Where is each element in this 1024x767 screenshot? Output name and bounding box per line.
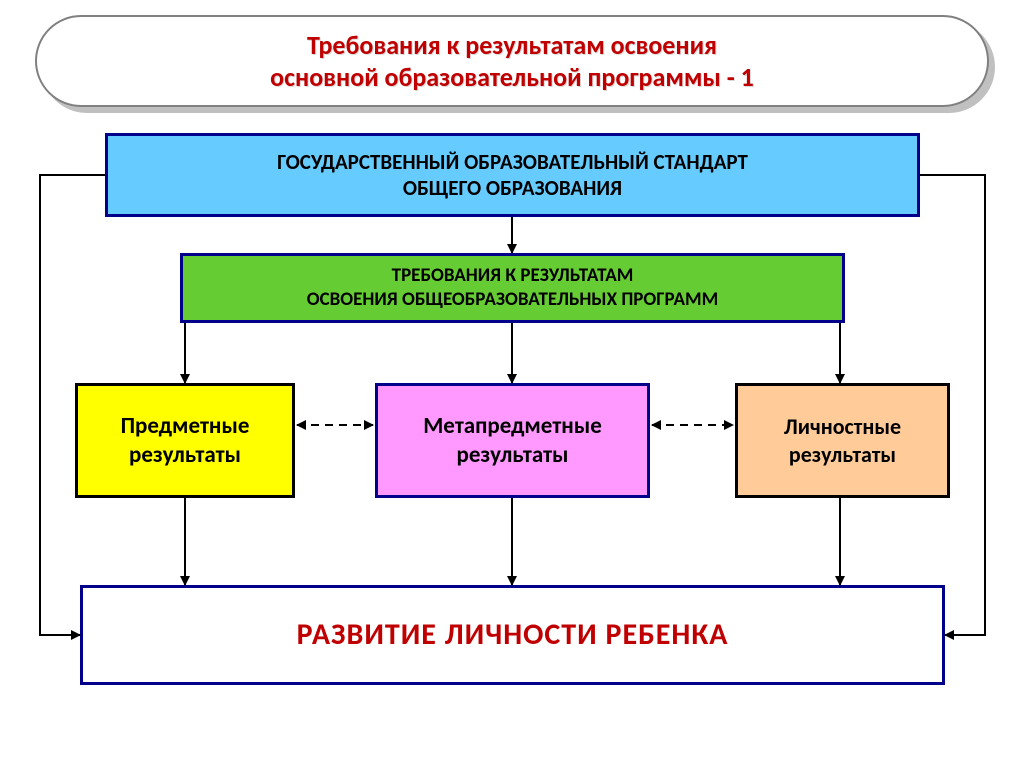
title-line2: основной образовательной программы - 1 <box>270 61 754 93</box>
node-subject-results: Предметные результаты <box>75 383 295 498</box>
node-req-line1: ТРЕБОВАНИЯ К РЕЗУЛЬТАТАМ <box>392 264 634 287</box>
node-lich-text: Личностные результаты <box>784 413 901 468</box>
node-req-text: ТРЕБОВАНИЯ К РЕЗУЛЬТАТАМ ОСВОЕНИЯ ОБЩЕОБ… <box>307 264 719 312</box>
node-lich-line2: результаты <box>789 441 896 468</box>
node-gos-standard: ГОСУДАРСТВЕННЫЙ ОБРАЗОВАТЕЛЬНЫЙ СТАНДАРТ… <box>105 133 920 217</box>
node-lich-line1: Личностные <box>784 413 901 440</box>
node-development: РАЗВИТИЕ ЛИЧНОСТИ РЕБЕНКА <box>80 585 945 685</box>
node-req-line2: ОСВОЕНИЯ ОБЩЕОБРАЗОВАТЕЛЬНЫХ ПРОГРАММ <box>307 288 719 311</box>
node-meta-text: Метапредметные результаты <box>423 412 602 470</box>
node-pred-text: Предметные результаты <box>121 412 250 470</box>
node-pred-line2: результаты <box>129 441 241 469</box>
node-dev-text: РАЗВИТИЕ ЛИЧНОСТИ РЕБЕНКА <box>297 616 729 654</box>
diagram-stage: Требования к результатам освоения основн… <box>0 0 1024 767</box>
node-requirements: ТРЕБОВАНИЯ К РЕЗУЛЬТАТАМ ОСВОЕНИЯ ОБЩЕОБ… <box>180 253 845 323</box>
title-text: Требования к результатам освоения основн… <box>270 29 754 94</box>
node-gos-line1: ГОСУДАРСТВЕННЫЙ ОБРАЗОВАТЕЛЬНЫЙ СТАНДАРТ <box>277 149 748 175</box>
node-meta-line2: результаты <box>456 441 568 469</box>
node-personal-results: Личностные результаты <box>735 383 950 498</box>
title-pill: Требования к результатам освоения основн… <box>35 15 989 107</box>
node-meta-line1: Метапредметные <box>423 412 602 440</box>
node-meta-results: Метапредметные результаты <box>375 383 650 498</box>
node-gos-line2: ОБЩЕГО ОБРАЗОВАНИЯ <box>403 175 622 201</box>
node-pred-line1: Предметные <box>121 412 250 440</box>
title-line1: Требования к результатам освоения <box>307 29 717 61</box>
node-gos-text: ГОСУДАРСТВЕННЫЙ ОБРАЗОВАТЕЛЬНЫЙ СТАНДАРТ… <box>277 149 748 202</box>
